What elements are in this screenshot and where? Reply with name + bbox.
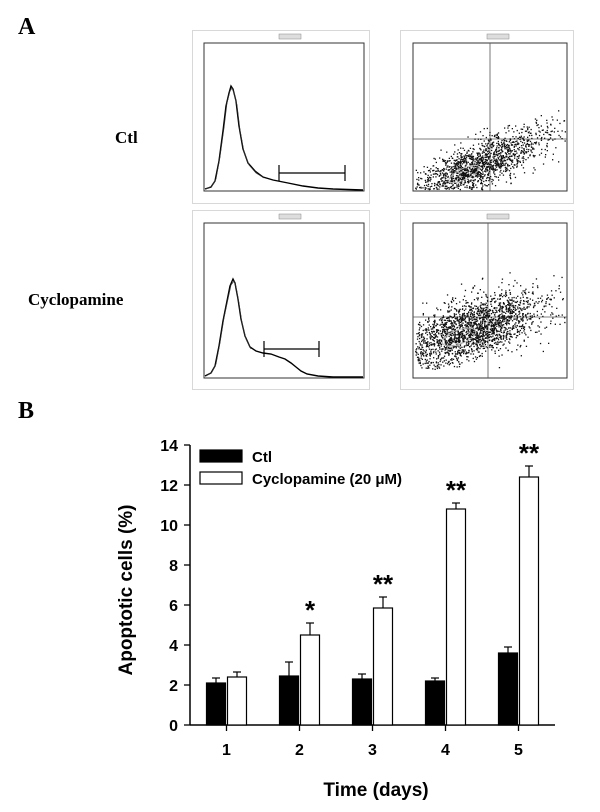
- plot-title-tag: [278, 213, 302, 220]
- y-tick-label: 2: [169, 678, 178, 695]
- ctl-histogram-plot: [192, 30, 370, 204]
- panel-b-letter: B: [18, 398, 35, 424]
- bar-cyclopamine: [299, 634, 321, 726]
- bar-cyclopamine: [372, 607, 394, 726]
- event-cloud: [415, 272, 566, 370]
- plot-title-tag: [278, 33, 302, 40]
- bar-ctl: [205, 682, 227, 726]
- legend-label-cyclopamine: Cyclopamine (20 μM): [252, 471, 402, 488]
- cyclopamine-histogram-plot: [192, 210, 370, 390]
- plot-title-tag: [486, 213, 510, 220]
- bar-cyclopamine: [445, 508, 467, 726]
- bar-cyclopamine: [518, 476, 540, 726]
- x-tick-label: 3: [368, 742, 377, 759]
- bar-ctl: [278, 675, 300, 726]
- cyclopamine-dot-plot: [400, 210, 574, 390]
- plot-title-tag: [486, 33, 510, 40]
- event-cloud: [415, 110, 566, 191]
- row-label-ctl: Ctl: [115, 128, 138, 147]
- histogram-trace: [204, 277, 363, 378]
- y-tick-label: 10: [160, 518, 178, 535]
- ctl-dot-plot: [400, 30, 574, 204]
- legend-swatch-cyclopamine: [199, 471, 243, 485]
- chart-legend: Ctl Cyclopamine (20 μM): [199, 449, 402, 488]
- cyclopamine-histogram-svg: [203, 213, 365, 379]
- legend-swatch-ctl: [199, 449, 243, 463]
- plot-frame: [412, 222, 568, 379]
- significance-mark: *: [305, 595, 316, 625]
- y-tick-label: 12: [160, 478, 178, 495]
- x-tick-label: 1: [222, 742, 231, 759]
- histogram-trace-2: [205, 280, 252, 377]
- y-tick-label: 14: [160, 438, 178, 455]
- bar-ctl: [351, 678, 373, 726]
- plot-frame: [203, 222, 365, 379]
- histogram-trace: [204, 84, 364, 191]
- histogram-trace-2: [205, 87, 265, 190]
- ctl-dot-plot-svg: [412, 33, 568, 192]
- bar-ctl: [424, 680, 446, 726]
- x-tick-label: 5: [514, 742, 523, 759]
- y-tick-label: 0: [169, 718, 178, 735]
- bar-cyclopamine: [226, 676, 248, 726]
- legend-label-ctl: Ctl: [252, 449, 272, 466]
- plot-frame: [203, 42, 365, 192]
- y-tick-label: 6: [169, 598, 178, 615]
- y-tick-label: 8: [169, 558, 178, 575]
- y-axis-label: Apoptotic cells (%): [116, 504, 137, 675]
- x-axis-label: Time (days): [323, 780, 428, 801]
- panel-a-letter: A: [18, 14, 36, 40]
- y-tick-label: 4: [169, 638, 178, 655]
- significance-mark: **: [373, 569, 394, 599]
- ctl-histogram-svg: [203, 33, 365, 192]
- significance-mark: **: [519, 438, 540, 468]
- cyclopamine-dot-plot-svg: [412, 213, 568, 379]
- x-tick-label: 4: [441, 742, 450, 759]
- row-label-cyclopamine: Cyclopamine: [28, 290, 124, 309]
- bar-ctl: [497, 652, 519, 726]
- x-tick-label: 2: [295, 742, 304, 759]
- chart-bars: *******: [205, 438, 540, 726]
- significance-mark: **: [446, 475, 467, 505]
